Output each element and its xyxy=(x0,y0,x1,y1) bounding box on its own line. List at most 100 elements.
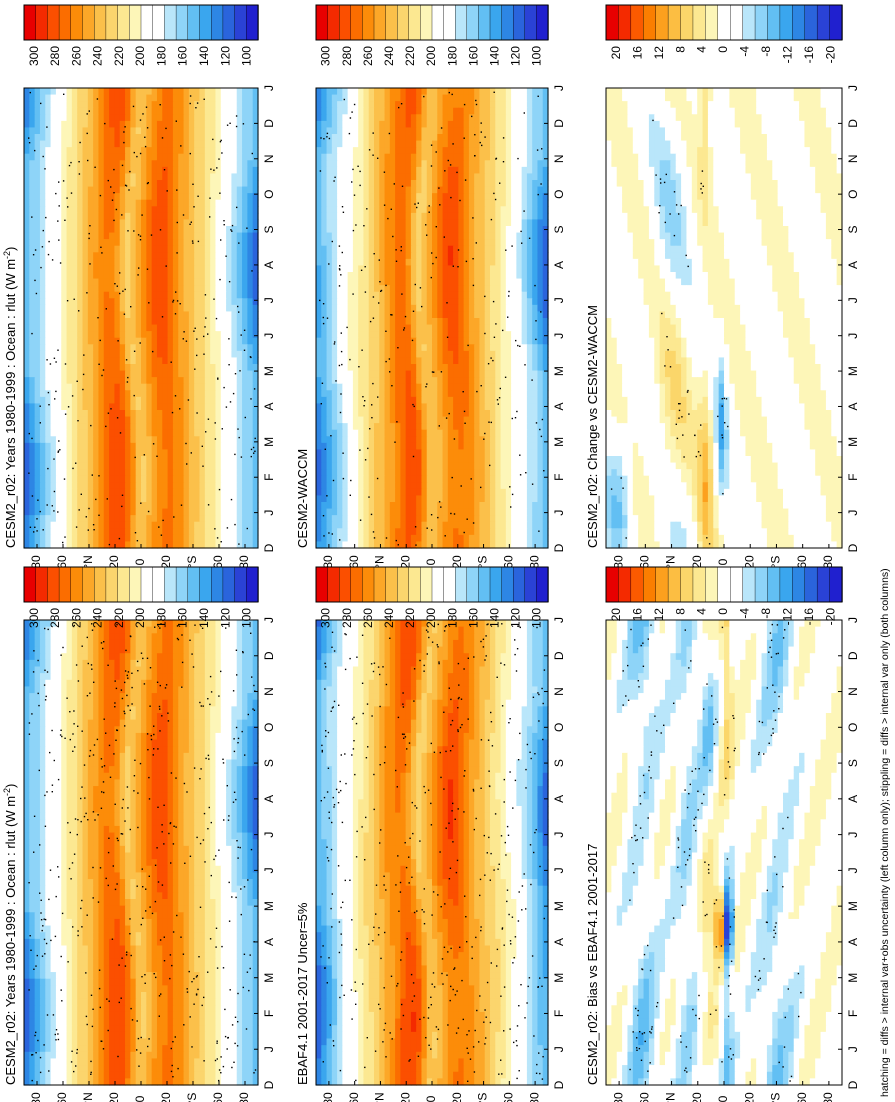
heatmap-cell xyxy=(215,1011,222,1020)
heatmap-cell xyxy=(29,845,36,854)
heatmap-cell xyxy=(156,620,163,628)
heatmap-cell xyxy=(24,94,30,102)
heatmap-cell xyxy=(162,666,169,674)
heatmap-cell xyxy=(34,166,41,175)
heatmap-cell xyxy=(135,186,142,194)
heatmap-cell xyxy=(45,885,52,893)
heatmap-cell xyxy=(172,226,179,234)
heatmap-cell xyxy=(93,912,100,920)
heatmap-cell xyxy=(146,819,153,827)
heatmap-cell xyxy=(93,180,100,188)
heatmap-cell xyxy=(162,206,169,214)
heatmap-cell xyxy=(194,94,201,102)
heatmap-cell xyxy=(162,713,169,721)
heatmap-cell xyxy=(125,232,131,240)
heatmap-cell xyxy=(82,1038,89,1046)
heatmap-cell xyxy=(247,958,254,967)
heatmap-cell xyxy=(109,186,116,194)
heatmap-cell xyxy=(188,140,195,148)
heatmap-cell xyxy=(151,166,158,175)
heatmap-cell xyxy=(71,160,78,168)
heatmap-cell xyxy=(103,706,110,714)
heatmap-cell xyxy=(82,140,89,148)
heatmap-cell xyxy=(167,865,174,874)
stipple-dot xyxy=(161,831,163,833)
stipple-dot xyxy=(172,1041,174,1043)
heatmap-cell xyxy=(188,699,195,707)
heatmap-cell xyxy=(34,666,41,674)
heatmap-cell xyxy=(194,1038,201,1046)
heatmap-cell xyxy=(29,719,36,727)
heatmap-cell xyxy=(167,872,174,880)
stipple-dot xyxy=(123,710,125,713)
heatmap-cell xyxy=(194,646,201,654)
heatmap-cell xyxy=(252,219,259,227)
heatmap-cell xyxy=(167,918,174,927)
heatmap-cell xyxy=(236,786,243,794)
heatmap-cell xyxy=(119,759,126,767)
heatmap-cell xyxy=(204,819,211,827)
heatmap-cell xyxy=(135,958,142,967)
heatmap-cell xyxy=(178,905,185,913)
heatmap-cell xyxy=(199,639,206,648)
heatmap-cell xyxy=(45,88,52,96)
heatmap-cell xyxy=(125,945,131,953)
heatmap-cell xyxy=(199,1011,206,1020)
heatmap-cell xyxy=(29,265,36,273)
heatmap-cell xyxy=(103,101,110,109)
heatmap-cell xyxy=(167,226,174,234)
heatmap-cell xyxy=(109,726,116,734)
heatmap-cell xyxy=(93,226,100,234)
heatmap-cell xyxy=(183,839,190,847)
heatmap-cell xyxy=(215,1051,222,1060)
heatmap-cell xyxy=(109,779,116,787)
heatmap-cell xyxy=(130,679,137,688)
heatmap-cell xyxy=(167,206,174,214)
heatmap-cell xyxy=(103,193,110,201)
stipple-dot xyxy=(189,639,191,641)
heatmap-cell xyxy=(50,166,57,175)
heatmap-cell xyxy=(87,278,94,286)
heatmap-cell xyxy=(204,206,211,214)
heatmap-cell xyxy=(172,706,179,714)
heatmap-cell xyxy=(178,852,185,860)
heatmap-cell xyxy=(39,160,46,168)
heatmap-cell xyxy=(87,699,94,707)
heatmap-cell xyxy=(141,912,147,920)
heatmap-cell xyxy=(151,1005,158,1013)
stipple-dot xyxy=(120,997,122,999)
heatmap-cell xyxy=(215,686,222,694)
heatmap-cell xyxy=(199,945,206,953)
stipple-dot xyxy=(81,645,83,647)
heatmap-cell xyxy=(188,938,195,947)
heatmap-cell xyxy=(252,245,259,253)
heatmap-cell xyxy=(29,1045,36,1053)
heatmap-cell xyxy=(188,865,195,874)
heatmap-cell xyxy=(55,153,62,161)
heatmap-cell xyxy=(125,1038,131,1046)
heatmap-cell xyxy=(242,673,248,681)
heatmap-cell xyxy=(125,114,131,122)
heatmap-cell xyxy=(242,206,248,214)
heatmap-cell xyxy=(183,1025,190,1033)
heatmap-cell xyxy=(114,620,121,628)
heatmap-cell xyxy=(199,173,206,181)
heatmap-cell xyxy=(156,278,163,286)
heatmap-cell xyxy=(71,94,78,102)
heatmap-cell xyxy=(183,978,190,986)
heatmap-cell xyxy=(210,792,217,800)
heatmap-cell xyxy=(29,134,36,142)
heatmap-cell xyxy=(125,278,131,286)
heatmap-cell xyxy=(172,978,179,986)
heatmap-cell xyxy=(226,107,233,115)
heatmap-cell xyxy=(188,186,195,194)
heatmap-cell xyxy=(45,206,52,214)
heatmap-cell xyxy=(220,1071,227,1079)
stipple-dot xyxy=(122,798,124,801)
heatmap-cell xyxy=(93,885,100,893)
heatmap-cell xyxy=(109,932,116,940)
heatmap-cell xyxy=(109,1045,116,1053)
heatmap-cell xyxy=(226,872,233,880)
heatmap-cell xyxy=(77,1065,84,1073)
heatmap-cell xyxy=(45,779,52,787)
